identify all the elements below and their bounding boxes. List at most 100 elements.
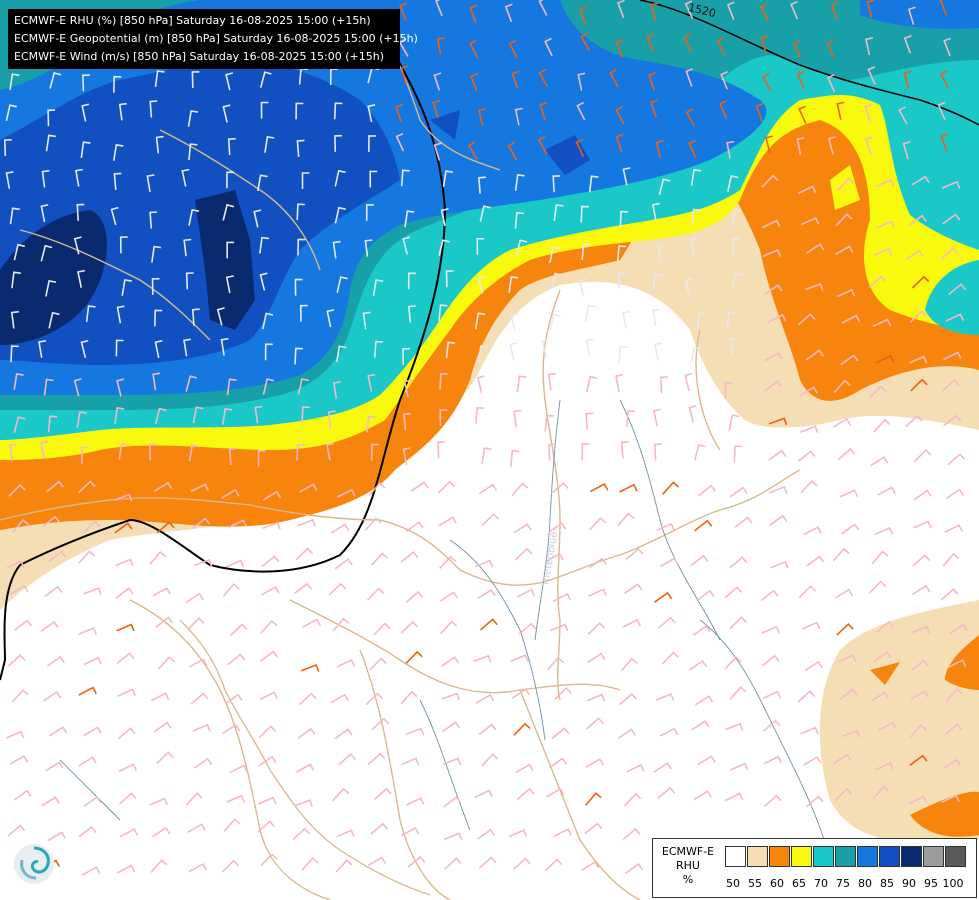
- wind-barb: [334, 169, 346, 187]
- wind-barb: [187, 110, 199, 127]
- wind-barb: [626, 763, 645, 773]
- wind-barb: [945, 687, 963, 702]
- wind-barb: [577, 72, 586, 91]
- wind-barb: [192, 517, 211, 530]
- wind-barb: [660, 557, 679, 567]
- wind-barb: [944, 723, 963, 736]
- wind-barb: [299, 304, 308, 322]
- wind-barb: [329, 68, 338, 86]
- wind-barb: [185, 375, 198, 392]
- wind-barb: [728, 414, 740, 432]
- wind-barb: [940, 588, 959, 601]
- wind-barb: [654, 591, 673, 603]
- wind-barb: [301, 857, 319, 871]
- wind-barb: [622, 167, 631, 186]
- wind-barb: [658, 178, 671, 195]
- wind-barb: [480, 618, 498, 631]
- wind-barb: [518, 622, 537, 635]
- wind-barb: [684, 277, 693, 297]
- wind-barb: [364, 517, 382, 531]
- wind-barb: [552, 175, 561, 193]
- wind-barb: [337, 488, 356, 498]
- wind-barb: [834, 787, 853, 802]
- wind-barb: [295, 547, 314, 561]
- wind-barb: [656, 522, 675, 532]
- wind-barb: [477, 828, 496, 840]
- wind-barb: [836, 101, 845, 120]
- wind-barb: [755, 102, 764, 122]
- wind-barb: [405, 797, 425, 806]
- wind-barb: [655, 140, 664, 159]
- legend-tick-label: 50: [726, 877, 740, 890]
- wind-barb: [541, 338, 550, 357]
- wind-barb: [185, 592, 204, 604]
- wind-barb: [121, 279, 132, 296]
- wind-barb: [302, 618, 321, 628]
- wind-barb: [373, 787, 392, 800]
- wind-barb: [908, 214, 927, 226]
- swirl-logo-icon: [14, 844, 54, 884]
- wind-barb: [662, 481, 680, 495]
- wind-barb: [726, 311, 736, 329]
- wind-barb: [78, 480, 96, 494]
- wind-barb: [49, 72, 62, 89]
- wind-barb: [615, 374, 624, 392]
- wind-barb: [688, 405, 697, 424]
- wind-barb: [804, 660, 823, 672]
- wind-barb: [395, 132, 405, 152]
- wind-barb: [119, 236, 128, 254]
- wind-barb: [622, 618, 642, 628]
- wind-barb: [118, 792, 137, 805]
- wind-barb: [873, 650, 892, 663]
- wind-barb: [800, 216, 820, 226]
- wind-barb: [585, 758, 605, 768]
- wind-barb: [369, 170, 378, 188]
- wind-barb: [944, 524, 963, 534]
- wind-barb: [618, 271, 627, 289]
- wind-barb: [909, 724, 927, 738]
- wind-barb: [259, 236, 270, 254]
- wind-barb: [194, 757, 213, 769]
- wind-barb: [296, 203, 305, 221]
- wind-barb: [11, 689, 29, 703]
- wind-barb: [40, 620, 59, 633]
- wind-barb: [554, 686, 572, 700]
- wind-barb: [368, 482, 386, 497]
- wind-barb: [909, 754, 928, 766]
- rhu-band-80-ne: [860, 0, 979, 29]
- wind-barb: [761, 219, 781, 229]
- wind-barb: [467, 141, 478, 160]
- wind-barb: [192, 406, 204, 424]
- wind-barb: [13, 416, 26, 433]
- wind-barb: [545, 552, 564, 563]
- wind-barb: [444, 857, 462, 870]
- wind-barb: [836, 288, 856, 298]
- wind-barb: [227, 137, 236, 156]
- wind-barb: [827, 136, 836, 155]
- wind-barb: [653, 408, 662, 427]
- wind-barb: [693, 443, 706, 461]
- wind-barb: [875, 178, 895, 188]
- wind-barb: [731, 237, 740, 256]
- wind-barb: [898, 106, 908, 125]
- wind-barb: [544, 414, 554, 432]
- wind-barb: [729, 686, 747, 700]
- wind-barb: [537, 135, 548, 155]
- wind-barb: [13, 243, 25, 261]
- wind-barb: [652, 273, 662, 291]
- wind-barb: [805, 795, 824, 808]
- wind-barb: [730, 272, 743, 290]
- wind-barb: [442, 757, 462, 766]
- wind-barb: [911, 175, 930, 186]
- wind-barb: [550, 481, 569, 494]
- wind-barb: [514, 174, 525, 191]
- wind-barb: [478, 107, 486, 126]
- wind-barb: [261, 586, 280, 596]
- wind-barb: [586, 375, 598, 393]
- wind-barb: [187, 823, 206, 833]
- wind-barb: [10, 310, 19, 329]
- wind-barb: [619, 210, 629, 228]
- wind-barb: [83, 656, 102, 666]
- wind-barb: [113, 172, 122, 190]
- wind-barb: [257, 174, 268, 192]
